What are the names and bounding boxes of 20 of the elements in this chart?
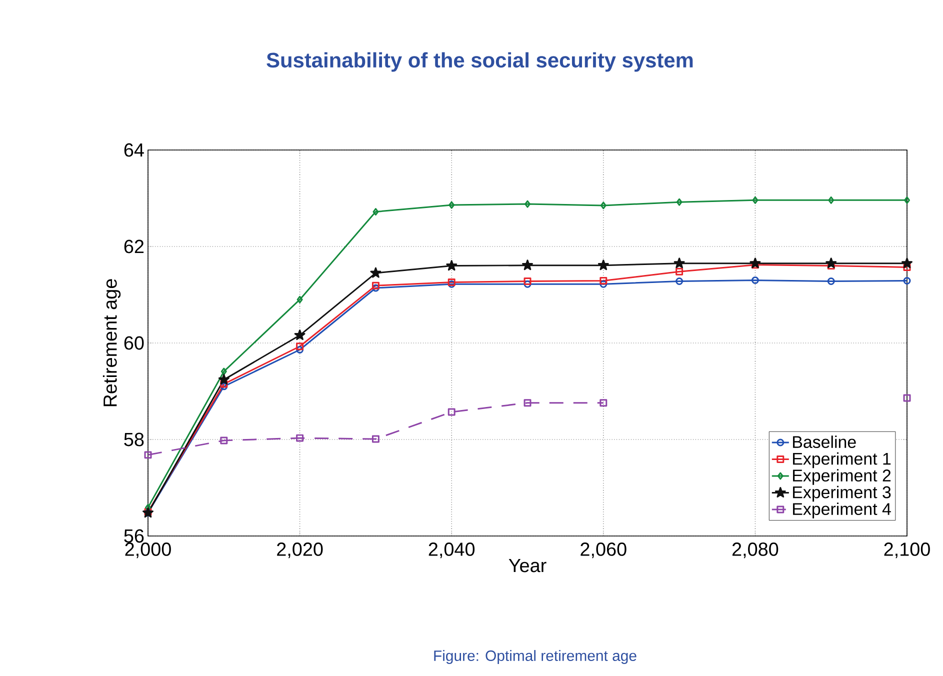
x-tick-label: 2,080 — [732, 542, 778, 558]
x-tick-label: 2,040 — [428, 542, 475, 558]
y-tick-label: 60 — [124, 336, 144, 350]
y-tick-label: 62 — [124, 240, 144, 254]
x-tick-label: 2,020 — [277, 542, 323, 558]
y-tick-label: 56 — [124, 529, 144, 543]
y-axis-title: Retirement age — [102, 279, 121, 406]
legend-label: Experiment 4 — [793, 502, 891, 518]
x-tick-label: 2,000 — [125, 542, 171, 558]
legend-label: Experiment 3 — [793, 486, 891, 502]
x-axis-title: Year — [508, 559, 546, 572]
legend-label: Experiment 1 — [793, 452, 891, 468]
x-tick-label: 2,100 — [884, 542, 930, 558]
y-tick-label: 64 — [124, 143, 144, 157]
legend-label: Baseline — [793, 436, 856, 448]
legend-label: Experiment 2 — [793, 469, 891, 485]
text: Figure: Optimal retirement age — [434, 650, 636, 664]
y-tick-label: 58 — [124, 432, 144, 446]
chart-title: Sustainability of the social security system — [266, 52, 693, 72]
x-tick-label: 2,060 — [580, 542, 626, 558]
